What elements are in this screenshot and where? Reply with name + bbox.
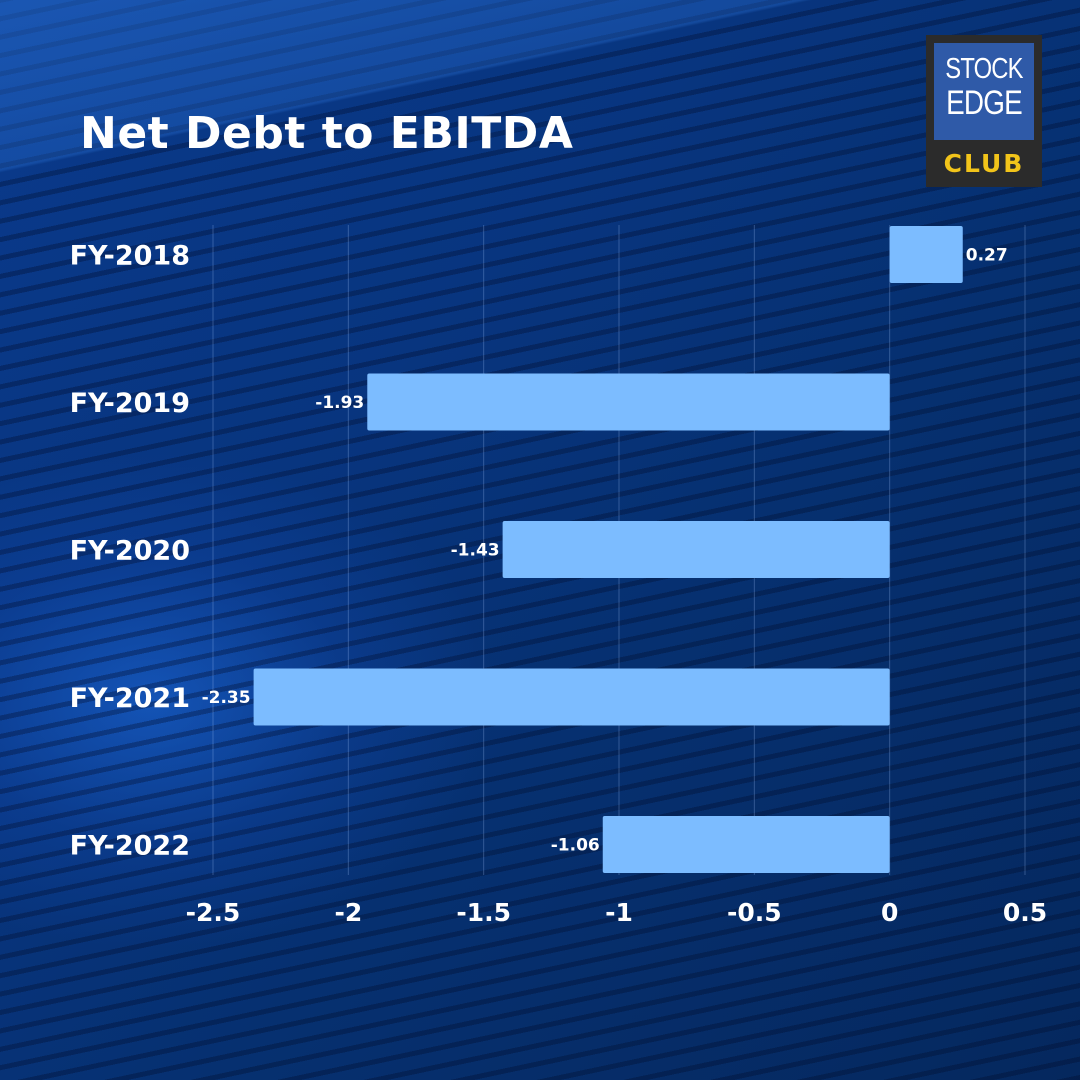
category-label: FY-2018 <box>70 241 190 272</box>
bar <box>253 668 890 726</box>
category-label: FY-2022 <box>70 831 190 862</box>
data-label: -1.93 <box>315 393 364 413</box>
logo-line-club: CLUB <box>943 149 1025 178</box>
data-label: -1.43 <box>451 541 500 561</box>
logo-top-box: STOCK EDGE <box>934 43 1034 140</box>
data-label: 0.27 <box>966 246 1008 266</box>
bar <box>602 816 890 873</box>
data-label: -2.35 <box>202 688 251 708</box>
logo-line-stock: STOCK <box>945 53 1023 85</box>
bar <box>889 226 963 283</box>
stockedge-club-logo: STOCK EDGE CLUB <box>926 35 1042 187</box>
chart-title: Net Debt to EBITDA <box>80 108 574 159</box>
x-tick-label: -0.5 <box>727 898 782 927</box>
x-tick-label: -2.5 <box>186 898 241 927</box>
x-tick-label: -2 <box>334 898 362 927</box>
category-labels: FY-2018 FY-2019 FY-2020 FY-2021 FY-2022 <box>70 241 190 862</box>
category-label: FY-2020 <box>70 536 190 567</box>
x-tick-label: 0.5 <box>1003 898 1047 927</box>
category-label: FY-2021 <box>70 683 190 714</box>
bar <box>502 521 890 578</box>
bar <box>367 373 890 431</box>
data-label: -1.06 <box>551 836 600 856</box>
data-labels: 0.27 -1.93 -1.43 -2.35 -1.06 <box>202 246 1008 856</box>
x-tick-label: 0 <box>881 898 898 927</box>
category-label: FY-2019 <box>70 388 190 419</box>
x-tick-label: -1 <box>605 898 633 927</box>
bars <box>253 226 963 873</box>
x-axis-ticks: -2.5 -2 -1.5 -1 -0.5 0 0.5 <box>186 898 1047 927</box>
x-tick-label: -1.5 <box>456 898 511 927</box>
logo-line-edge: EDGE <box>946 84 1023 122</box>
